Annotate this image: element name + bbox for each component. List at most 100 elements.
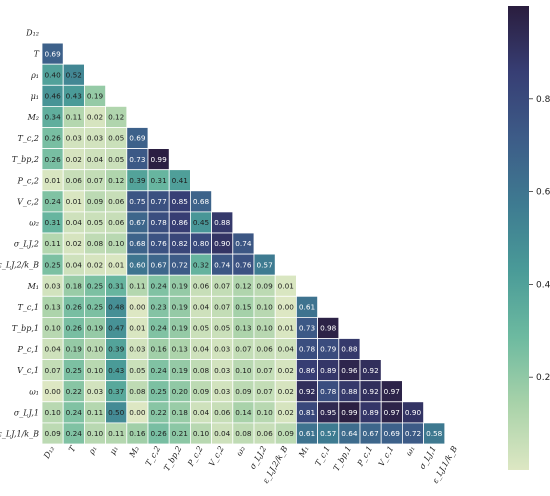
cell-value-label: 0.99: [150, 155, 167, 164]
cell-value-label: 0.72: [172, 260, 188, 269]
row-label: V_c,2: [17, 197, 39, 206]
colorbar-tick-label: 0.4: [536, 280, 550, 290]
cell-value-label: 0.13: [172, 345, 189, 354]
column-label: T_c,1: [313, 445, 332, 468]
cell-value-label: 0.02: [66, 239, 82, 248]
cell-value-label: 0.22: [150, 408, 166, 417]
cell-value-label: 0.57: [320, 429, 337, 438]
cell-value-label: 0.04: [66, 218, 83, 227]
cell-value-label: 0.24: [150, 366, 167, 375]
cell-value-label: 0.88: [341, 387, 358, 396]
cell-value-label: 0.81: [299, 408, 315, 417]
cell-value-label: 0.82: [172, 239, 188, 248]
cell-value-label: 0.00: [129, 408, 146, 417]
cell-value-label: 0.67: [129, 218, 146, 227]
cell-value-label: 0.08: [87, 239, 104, 248]
cell-value-label: 0.10: [87, 345, 104, 354]
cell-value-label: 0.77: [150, 197, 167, 206]
cell-value-label: 0.26: [44, 155, 61, 164]
cell-value-label: 0.04: [193, 302, 210, 311]
cell-value-label: 0.07: [235, 345, 252, 354]
cell-value-label: 0.07: [256, 366, 273, 375]
cell-value-label: 0.18: [66, 281, 83, 290]
cell-value-label: 0.52: [66, 70, 82, 79]
cell-value-label: 0.03: [214, 345, 231, 354]
cell-value-label: 0.01: [278, 324, 294, 333]
cell-value-label: 0.95: [320, 408, 336, 417]
cell-value-label: 0.39: [108, 345, 125, 354]
cell-value-label: 0.26: [66, 302, 83, 311]
cell-value-label: 0.10: [193, 429, 210, 438]
cell-value-label: 0.04: [87, 155, 104, 164]
cell-value-label: 0.01: [66, 197, 82, 206]
cell-value-label: 0.64: [341, 429, 358, 438]
cell-value-label: 0.47: [108, 324, 125, 333]
cell-value-label: 0.61: [299, 302, 315, 311]
cell-value-label: 0.26: [66, 324, 83, 333]
cell-value-label: 0.02: [278, 387, 294, 396]
cell-value-label: 0.12: [108, 113, 124, 122]
column-label: ρ₁: [86, 445, 98, 457]
cell-value-label: 0.08: [193, 366, 210, 375]
cell-value-label: 0.03: [214, 366, 231, 375]
cell-value-label: 0.58: [426, 429, 443, 438]
cell-value-label: 0.46: [44, 91, 61, 100]
cell-value-label: 0.04: [193, 345, 210, 354]
cell-value-label: 0.43: [108, 366, 125, 375]
cell-value-label: 0.89: [362, 408, 379, 417]
row-label: ρ₁: [30, 71, 39, 80]
cell-value-label: 0.88: [341, 345, 358, 354]
cell-value-label: 0.01: [278, 281, 294, 290]
cell-value-label: 0.25: [44, 260, 60, 269]
column-label: σ_LJ,1: [418, 445, 438, 471]
cell-value-label: 0.45: [193, 218, 209, 227]
cell-value-label: 0.16: [129, 429, 146, 438]
cell-value-label: 0.09: [278, 429, 295, 438]
cell-value-label: 0.11: [129, 281, 145, 290]
cell-value-label: 0.10: [87, 366, 104, 375]
cell-value-label: 0.10: [256, 302, 273, 311]
cell-value-label: 0.92: [299, 387, 315, 396]
cell-value-label: 0.76: [235, 260, 252, 269]
cell-value-label: 0.34: [44, 113, 61, 122]
column-label: T_c,2: [144, 445, 163, 468]
cell-value-label: 0.02: [87, 113, 103, 122]
cell-value-label: 0.26: [150, 429, 167, 438]
cell-value-label: 0.07: [44, 366, 61, 375]
row-label: σ_LJ,2: [14, 240, 39, 249]
cell-value-label: 0.75: [129, 197, 145, 206]
cell-value-label: 0.03: [66, 134, 83, 143]
cell-value-label: 0.69: [129, 134, 146, 143]
cell-value-label: 0.05: [214, 324, 230, 333]
cell-value-label: 0.72: [405, 429, 421, 438]
cell-value-label: 0.00: [129, 302, 146, 311]
cell-value-label: 0.04: [193, 408, 210, 417]
cell-value-label: 0.24: [66, 429, 83, 438]
cell-value-label: 0.02: [278, 408, 294, 417]
column-label: M₁: [297, 445, 311, 460]
cell-value-label: 0.02: [87, 260, 103, 269]
column-label: P_c,2: [186, 445, 205, 469]
cell-value-label: 0.26: [44, 134, 61, 143]
cell-value-label: 0.14: [235, 408, 252, 417]
cell-value-label: 0.03: [214, 387, 231, 396]
cell-value-label: 0.76: [150, 239, 167, 248]
cell-value-label: 0.04: [44, 345, 61, 354]
cell-value-label: 0.12: [235, 281, 251, 290]
cell-value-label: 0.25: [87, 281, 103, 290]
cell-value-label: 0.09: [44, 429, 61, 438]
cell-value-label: 0.19: [87, 91, 104, 100]
cell-value-label: 0.69: [44, 49, 61, 58]
cell-value-label: 0.10: [235, 366, 252, 375]
cell-value-label: 0.05: [108, 155, 124, 164]
cell-value-label: 0.20: [172, 387, 189, 396]
column-label: T_bp,2: [162, 445, 183, 473]
cell-value-label: 0.06: [108, 218, 125, 227]
cell-value-label: 0.24: [66, 408, 83, 417]
cell-value-label: 0.04: [278, 345, 295, 354]
cell-value-label: 0.37: [108, 387, 125, 396]
cell-value-label: 0.10: [108, 239, 125, 248]
cell-value-label: 0.08: [129, 387, 146, 396]
cell-value-label: 0.06: [214, 408, 231, 417]
cell-value-label: 0.69: [384, 429, 401, 438]
